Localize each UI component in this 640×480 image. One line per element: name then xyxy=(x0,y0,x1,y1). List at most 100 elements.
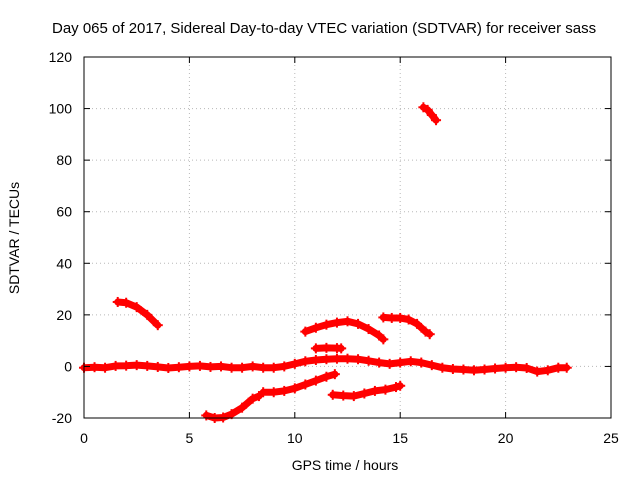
data-point xyxy=(490,363,501,374)
data-point xyxy=(458,364,469,375)
data-point xyxy=(511,362,522,373)
data-point xyxy=(152,320,163,331)
data-point xyxy=(329,369,340,380)
data-point xyxy=(553,362,564,373)
data-point xyxy=(247,361,258,372)
chart-title: Day 065 of 2017, Sidereal Day-to-day VTE… xyxy=(52,20,596,37)
y-tick-label: 40 xyxy=(56,255,72,271)
data-point xyxy=(521,362,532,373)
data-point xyxy=(152,361,163,372)
series-line xyxy=(114,298,162,329)
data-point xyxy=(268,362,279,373)
data-point xyxy=(110,360,121,371)
data-point xyxy=(237,362,248,373)
series-arc-7 xyxy=(378,312,435,340)
tick-layer: 0 5 10 15 20 25 -20 0 20 40 60 80 100 120 xyxy=(49,49,619,446)
data-point xyxy=(321,319,332,330)
data-point xyxy=(216,361,227,372)
data-point xyxy=(173,362,184,373)
data-point xyxy=(121,360,132,371)
data-point xyxy=(247,393,258,404)
data-point xyxy=(424,329,435,340)
data-point xyxy=(289,383,300,394)
data-point xyxy=(300,356,311,367)
data-point xyxy=(342,353,353,364)
plot-frame xyxy=(83,56,612,419)
data-point xyxy=(131,302,142,313)
data-point xyxy=(532,366,543,377)
data-point xyxy=(403,314,414,325)
data-point xyxy=(300,379,311,390)
data-point xyxy=(310,322,321,333)
series-arc-6 xyxy=(327,380,406,402)
data-point xyxy=(447,364,458,375)
data-point xyxy=(359,388,370,399)
data-point xyxy=(338,390,349,401)
data-point xyxy=(437,362,448,373)
data-point xyxy=(422,104,433,115)
data-point xyxy=(369,385,380,396)
data-point xyxy=(163,362,174,373)
data-point xyxy=(353,318,364,329)
data-point xyxy=(279,385,290,396)
data-point xyxy=(121,297,132,308)
y-tick-label: 80 xyxy=(56,152,72,168)
data-point xyxy=(336,343,347,354)
data-point xyxy=(226,362,237,373)
data-point xyxy=(386,312,397,323)
x-tick-label: 0 xyxy=(80,430,88,446)
data-point xyxy=(405,356,416,367)
x-tick-label: 25 xyxy=(603,430,619,446)
data-point xyxy=(412,318,423,329)
y-tick-label: 0 xyxy=(64,358,72,374)
data-point xyxy=(479,364,490,375)
data-point xyxy=(201,410,212,421)
data-point xyxy=(426,110,437,121)
data-point xyxy=(363,355,374,366)
data-point xyxy=(100,362,111,373)
data-point xyxy=(310,354,321,365)
x-tick-label: 20 xyxy=(498,430,514,446)
x-tick-label: 5 xyxy=(186,430,194,446)
series-line xyxy=(301,317,387,343)
series-arc-8 xyxy=(418,102,442,126)
data-point xyxy=(342,316,353,327)
grid-layer xyxy=(84,57,611,418)
data-point xyxy=(310,343,321,354)
data-point xyxy=(226,409,237,420)
data-point xyxy=(142,309,153,320)
data-point xyxy=(374,357,385,368)
data-point xyxy=(279,361,290,372)
data-point xyxy=(184,361,195,372)
data-point xyxy=(542,365,553,376)
data-point xyxy=(237,402,248,413)
data-point xyxy=(500,362,511,373)
series-layer xyxy=(79,102,572,423)
series-arc-3 xyxy=(258,369,340,398)
data-point xyxy=(378,312,389,323)
data-point xyxy=(363,324,374,335)
series-line xyxy=(419,103,440,124)
y-tick-label: 60 xyxy=(56,204,72,220)
data-point xyxy=(112,296,123,307)
y-axis-label: SDTVAR / TECUs xyxy=(6,182,22,294)
data-point xyxy=(395,357,406,368)
data-point xyxy=(395,380,406,391)
data-point xyxy=(561,362,572,373)
data-point xyxy=(431,115,442,126)
data-point xyxy=(378,334,389,345)
data-point xyxy=(426,360,437,371)
data-point xyxy=(258,387,269,398)
series-arc-4 xyxy=(300,316,389,345)
data-point xyxy=(416,357,427,368)
data-point xyxy=(321,342,332,353)
data-point xyxy=(353,354,364,365)
data-point xyxy=(289,358,300,369)
x-tick-label: 10 xyxy=(287,430,303,446)
data-point xyxy=(395,312,406,323)
data-point xyxy=(131,360,142,371)
data-point xyxy=(348,391,359,402)
data-point xyxy=(142,360,153,371)
data-point xyxy=(331,353,342,364)
